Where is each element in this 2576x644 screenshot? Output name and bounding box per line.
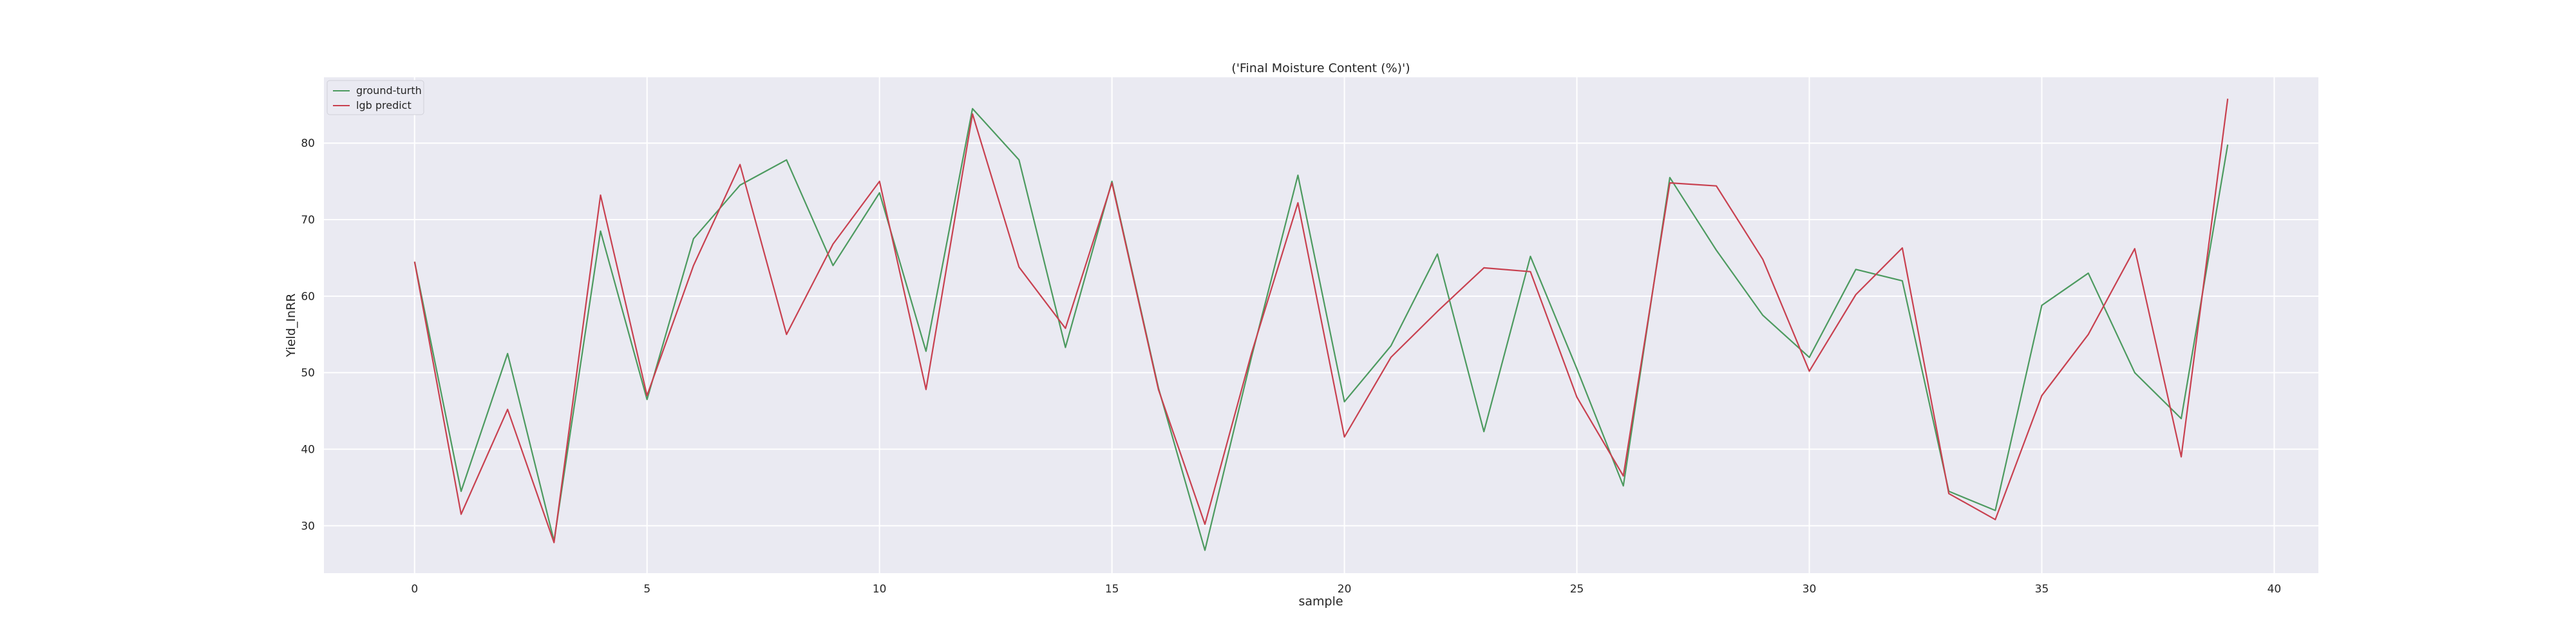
legend-label-lgb-predict: lgb predict: [356, 99, 412, 111]
x-tick-label: 25: [1570, 583, 1584, 596]
tick-labels: 0 5 10 15 20 25 30 35 40 30 40 50 60 70 80: [301, 137, 2281, 596]
chart-title: ('Final Moisture Content (%)'): [1231, 61, 1410, 75]
y-tick-label: 60: [301, 290, 315, 303]
x-tick-label: 30: [1803, 583, 1817, 596]
y-axis-title: Yield_InRR: [284, 294, 298, 358]
grid: [324, 77, 2318, 573]
x-axis-title: sample: [1298, 594, 1343, 609]
series-line-lgb-predict: [413, 99, 2229, 544]
x-tick-label: 35: [2035, 583, 2049, 596]
x-tick-label: 0: [411, 583, 418, 596]
legend-label-ground-turth: ground-turth: [356, 84, 422, 97]
y-tick-label: 30: [301, 520, 315, 533]
series-lines: [413, 99, 2229, 551]
x-tick-label: 10: [873, 583, 887, 596]
plot-area: [324, 77, 2318, 573]
legend: ground-turth lgb predict: [327, 80, 424, 115]
x-tick-label: 20: [1338, 583, 1352, 596]
y-tick-label: 80: [301, 137, 315, 150]
x-tick-label: 5: [643, 583, 650, 596]
y-tick-label: 70: [301, 214, 315, 227]
y-tick-label: 50: [301, 367, 315, 380]
x-tick-label: 40: [2268, 583, 2282, 596]
legend-box: [327, 80, 424, 115]
x-tick-label: 15: [1105, 583, 1119, 596]
series-line-ground-turth: [413, 108, 2229, 551]
y-tick-label: 40: [301, 444, 315, 457]
